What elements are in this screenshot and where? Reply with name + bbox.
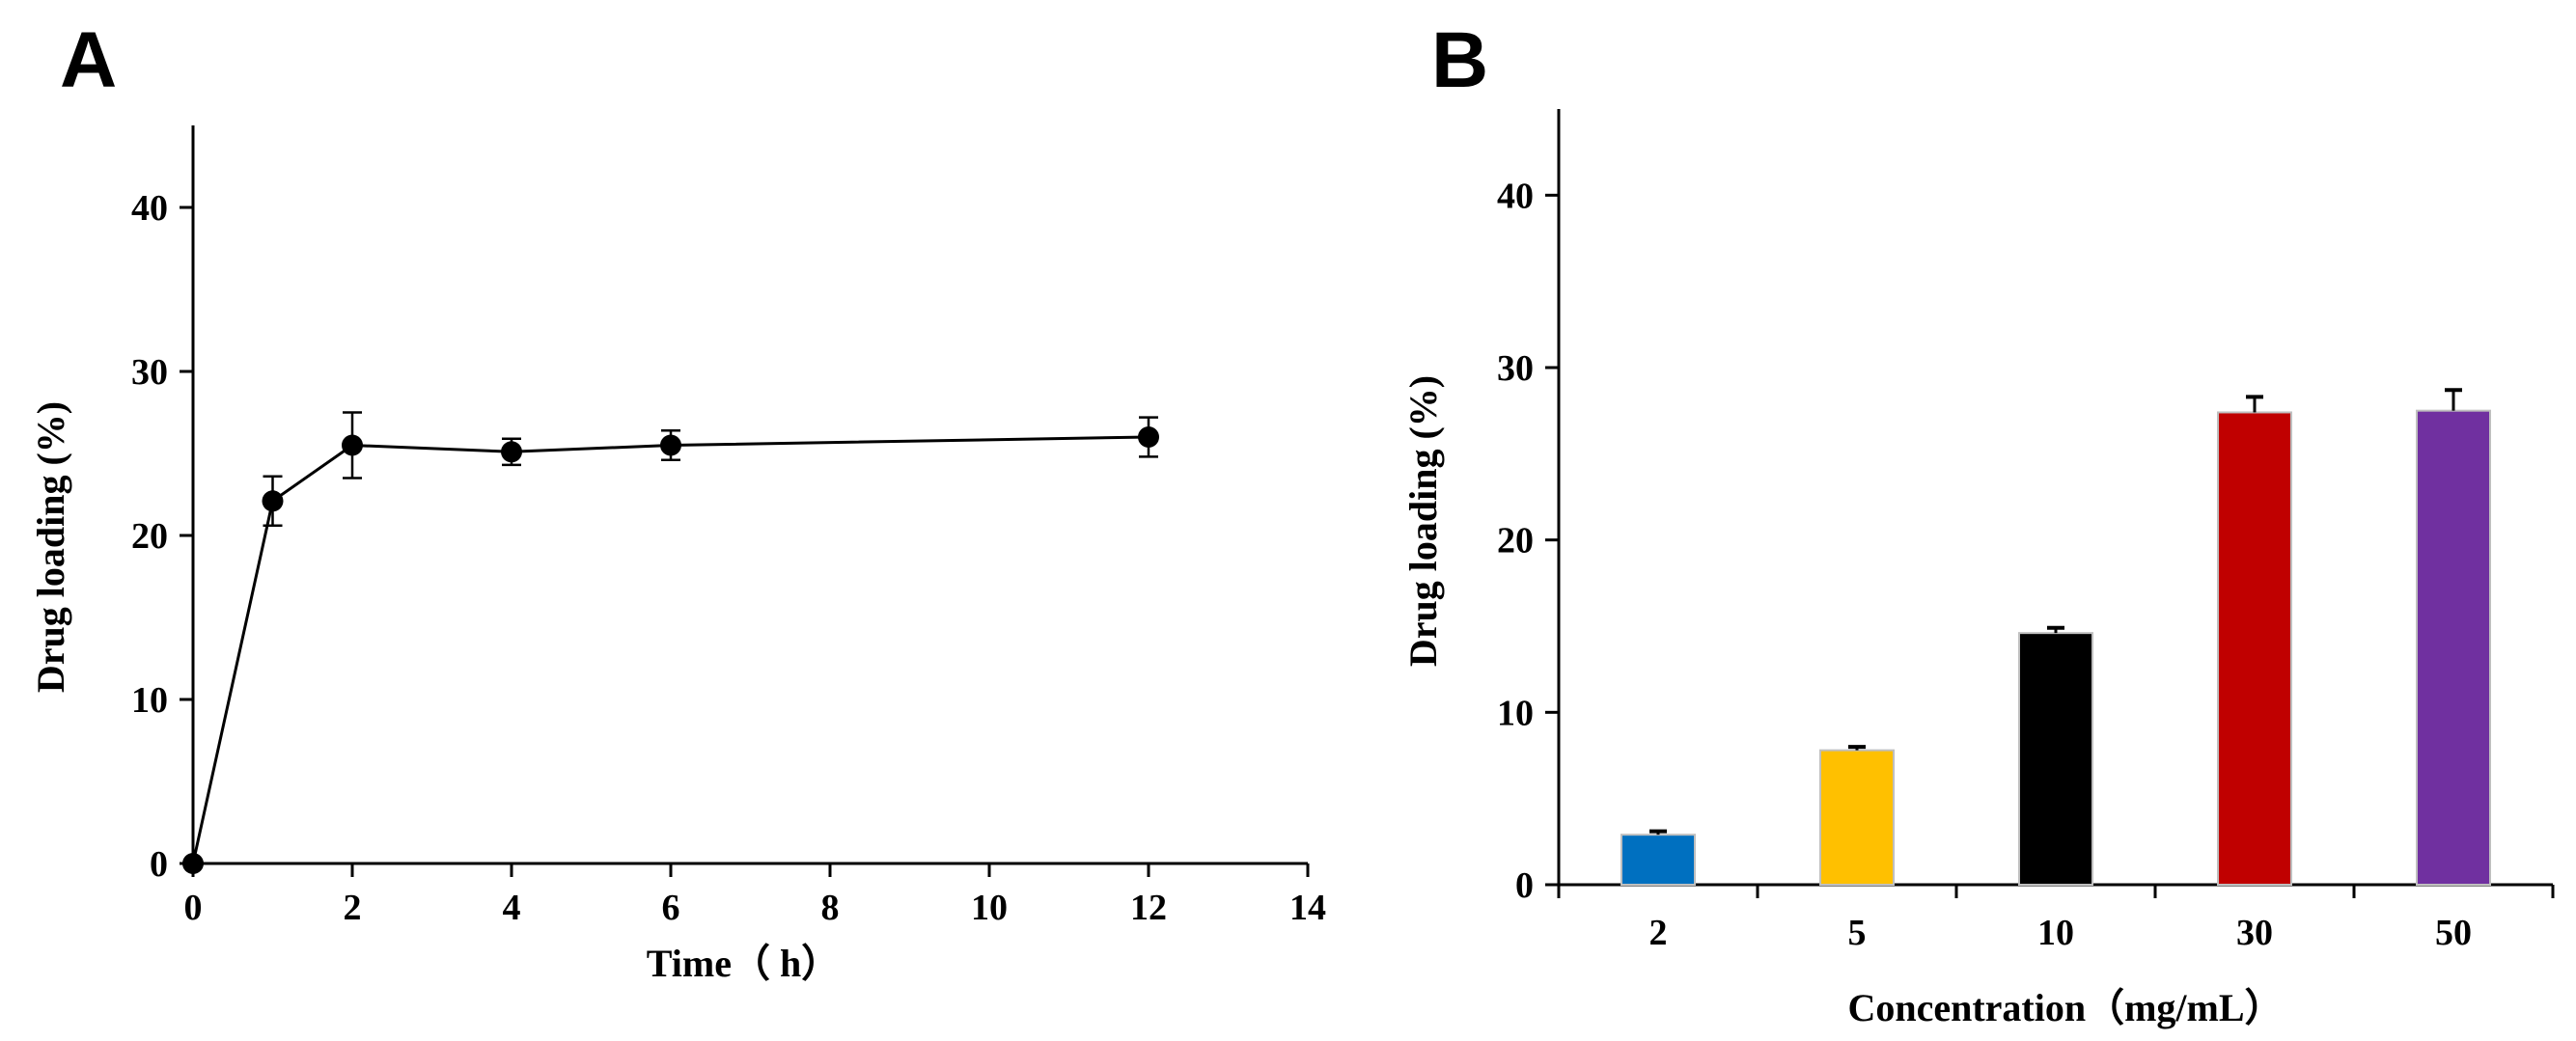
- bar-b: [2416, 409, 2491, 886]
- x-axis-title-b: Concentration（mg/mL）: [1847, 986, 2283, 1029]
- y-axis-title-a: Drug loading (%): [29, 401, 72, 693]
- bars-b: [1620, 388, 2491, 887]
- x-tick-label-a: 14: [1289, 888, 1326, 928]
- x-tick-label-b: 10: [2037, 913, 2074, 953]
- ticks-a: 0 10 20 30 40 0 2 4 6 8 10 12 14: [131, 188, 1326, 928]
- x-tick-label-a: 4: [503, 888, 521, 928]
- y-axis-title-b: Drug loading (%): [1401, 375, 1445, 667]
- x-tick-label-a: 6: [662, 888, 680, 928]
- x-tick-label-a: 2: [344, 888, 362, 928]
- x-axis-title-a: Time（ h）: [647, 942, 840, 985]
- y-tick-label-a: 20: [131, 516, 168, 557]
- y-tick-label-a: 40: [131, 188, 168, 229]
- x-tick-label-b: 2: [1649, 913, 1668, 953]
- bar-b: [1819, 749, 1895, 887]
- data-point-a: [342, 434, 363, 456]
- bar-b: [2217, 411, 2292, 886]
- x-tick-label-b: 5: [1848, 913, 1867, 953]
- x-tick-label-b: 50: [2435, 913, 2472, 953]
- y-tick-label-b: 10: [1497, 693, 1534, 733]
- x-tick-label-a: 8: [821, 888, 840, 928]
- y-tick-label-b: 30: [1497, 348, 1534, 389]
- data-point-a: [501, 441, 522, 463]
- panel-letter-a: A: [60, 16, 117, 104]
- x-tick-label-b: 30: [2236, 913, 2273, 953]
- bar-b: [1620, 834, 1696, 886]
- x-tick-label-a: 12: [1130, 888, 1167, 928]
- series-a: [182, 411, 1159, 874]
- data-point-a: [1138, 426, 1159, 448]
- y-tick-label-b: 40: [1497, 176, 1534, 216]
- data-point-a: [262, 490, 284, 512]
- y-tick-label-a: 0: [150, 844, 168, 885]
- y-tick-label-b: 0: [1515, 865, 1534, 906]
- axes-a: [191, 125, 1308, 865]
- series-line-a: [191, 435, 1150, 864]
- data-point-a: [660, 434, 681, 456]
- bar-b: [2018, 632, 2093, 886]
- x-tick-label-a: 10: [971, 888, 1008, 928]
- y-tick-label-b: 20: [1497, 521, 1534, 562]
- x-tick-label-a: 0: [184, 888, 203, 928]
- chart-panel-a: A 0 10 20 30 40 0 2 4 6 8 10 12 14 Time（ h） Drug loa…: [29, 16, 1326, 985]
- y-tick-label-a: 10: [131, 680, 168, 721]
- panel-letter-b: B: [1431, 16, 1488, 104]
- y-tick-label-a: 30: [131, 352, 168, 393]
- data-point-a: [182, 853, 204, 874]
